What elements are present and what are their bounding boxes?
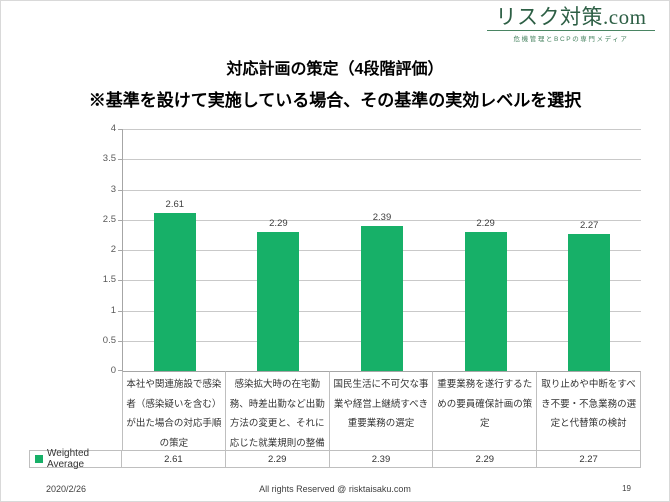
- gridline: [123, 129, 641, 130]
- bar-column: 2.39: [330, 129, 434, 371]
- category-cell: 本社や関連施設で感染者（感染疑いを含む）が出た場合の対応手順の策定: [122, 371, 226, 450]
- legend-cell: Weighted Average: [29, 448, 122, 470]
- y-tick-label: 1: [110, 304, 116, 316]
- footer-copyright: All rights Reserved @ risktaisaku.com: [259, 484, 411, 494]
- bar: [568, 233, 611, 371]
- gridline: [123, 189, 641, 191]
- table-corner-spacer: [29, 371, 122, 450]
- bar-value-label: 2.39: [372, 212, 392, 224]
- y-tick-label: 0.5: [102, 334, 116, 346]
- chart-data-table: 本社や関連施設で感染者（感染疑いを含む）が出た場合の対応手順の策定 感染拡大時の在…: [29, 371, 641, 470]
- page-title: 対応計画の策定（4段階評価）: [226, 61, 444, 78]
- y-tick-mark: [118, 280, 123, 282]
- gridline: [123, 159, 641, 161]
- y-tick-mark: [118, 370, 123, 371]
- category-cell: 感染拡大時の在宅勤務、時差出勤など出勤方法の変更と、それに応じた就業規則の整備: [225, 371, 330, 450]
- y-tick-label: 2.5: [102, 213, 116, 225]
- logo-title: リスク対策.com: [495, 5, 647, 29]
- logo-rule: [487, 30, 655, 32]
- bar-column: 2.27: [537, 129, 641, 371]
- footer-date: 2020/2/26: [46, 484, 87, 494]
- bar-column: 2.29: [434, 129, 538, 371]
- bar: [257, 232, 300, 371]
- legend-key-swatch: [35, 455, 43, 463]
- bar: [360, 226, 403, 371]
- table-value-cell: 2.29: [433, 450, 538, 468]
- y-tick-label: 2: [110, 244, 116, 255]
- bar-value-label: 2.27: [579, 219, 599, 231]
- y-tick-mark: [118, 340, 123, 342]
- bar-column: 2.29: [227, 129, 331, 371]
- y-tick-label: 3: [110, 183, 116, 195]
- footer-page-number: 19: [622, 484, 631, 493]
- bar: [464, 232, 507, 371]
- category-cell: 取り止めや中断をすべき不要・不急業務の選定と代替策の検討: [537, 371, 641, 450]
- table-value-cell: 2.27: [537, 450, 641, 468]
- gridline: [123, 219, 641, 221]
- logo: リスク対策.com 危機管理とBCPの専門メディア: [485, 6, 657, 43]
- y-tick-mark: [118, 310, 123, 312]
- y-tick-label: 1.5: [102, 274, 116, 286]
- table-value-cell: 2.29: [225, 450, 330, 468]
- bar-value-label: 2.29: [476, 218, 495, 230]
- y-tick-mark: [118, 159, 123, 161]
- category-cell: 重要業務を遂行するための要員確保計画の策定: [433, 371, 538, 450]
- table-value-cell: 2.61: [122, 450, 226, 468]
- bar: [153, 213, 196, 371]
- table-value-cell: 2.39: [329, 450, 434, 468]
- logo-tagline: 危機管理とBCPの専門メディア: [513, 36, 629, 44]
- bar-value-label: 2.29: [269, 218, 288, 230]
- y-tick-label: 4: [110, 123, 116, 134]
- bar-value-label: 2.61: [165, 199, 185, 211]
- plot-area: 2.61 2.29 2.39 2.29 2.27: [118, 129, 641, 371]
- category-cell: 国民生活に不可欠な事業や経営上継続すべき重要業務の選定: [329, 371, 434, 450]
- page-subtitle: ※基準を設けて実施している場合、その基準の実効レベルを選択: [88, 91, 582, 110]
- y-tick-mark: [118, 219, 123, 221]
- y-tick-mark: [118, 189, 123, 191]
- y-tick-mark: [118, 250, 123, 251]
- y-tick-label: 3.5: [102, 153, 116, 165]
- bar-column: 2.61: [123, 129, 227, 371]
- y-tick-label: 0: [110, 365, 116, 376]
- legend-series-name: Weighted Average: [47, 448, 90, 470]
- y-tick-mark: [118, 129, 123, 130]
